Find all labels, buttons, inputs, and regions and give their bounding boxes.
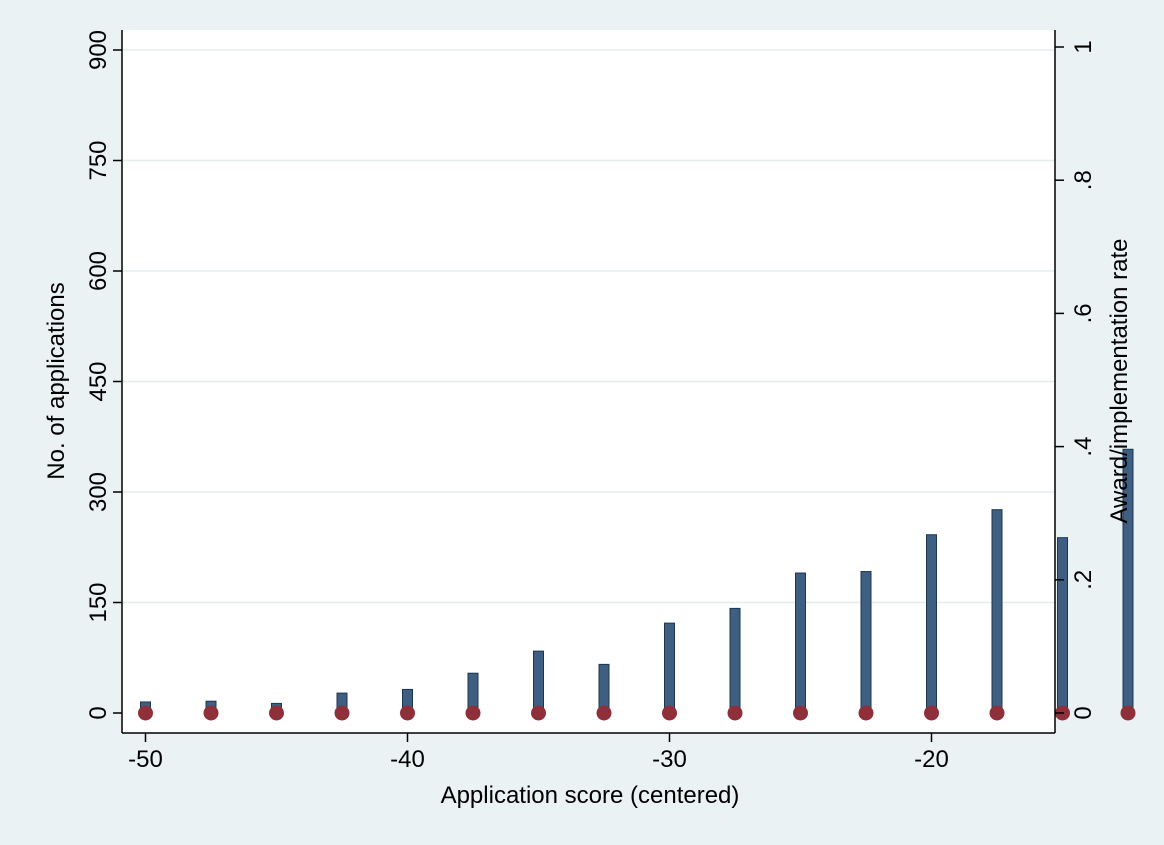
bar bbox=[1057, 537, 1068, 714]
bar bbox=[664, 622, 675, 714]
rate-point bbox=[596, 705, 612, 721]
y-left-tick-label: 600 bbox=[85, 251, 112, 291]
rate-point bbox=[400, 705, 415, 721]
rate-point bbox=[662, 705, 677, 721]
bar bbox=[991, 509, 1003, 714]
rate-point bbox=[531, 705, 546, 721]
bar bbox=[926, 534, 937, 714]
rate-point bbox=[793, 705, 808, 721]
gridlines bbox=[122, 49, 1055, 604]
y-right-tick-label: .6 bbox=[1070, 303, 1097, 323]
rate-point bbox=[924, 705, 939, 721]
x-tick-label: -40 bbox=[390, 746, 425, 773]
y-right-tick-label: .8 bbox=[1070, 170, 1097, 190]
y-left-axis-label: No. of applications bbox=[43, 282, 70, 479]
y-right-tick-label: 1 bbox=[1070, 40, 1097, 53]
bar bbox=[533, 650, 544, 714]
y-left-tick-label: 0 bbox=[85, 706, 112, 719]
bar bbox=[795, 572, 806, 714]
rate-point bbox=[1120, 705, 1136, 721]
x-tick-label: -50 bbox=[128, 746, 163, 773]
y-left-tick-label: 450 bbox=[85, 361, 112, 401]
y-left-tick-label: 300 bbox=[85, 472, 112, 512]
rate-point bbox=[138, 705, 153, 721]
rate-point bbox=[858, 705, 874, 721]
bar bbox=[860, 571, 872, 714]
y-left-tick-label: 900 bbox=[85, 30, 112, 70]
rate-point bbox=[334, 705, 350, 721]
x-tick-label: -30 bbox=[652, 746, 687, 773]
x-axis-label: Application score (centered) bbox=[441, 782, 740, 809]
y-right-axis-ticks: 0 .2 .4 .6 .8 1 bbox=[1055, 40, 1097, 720]
y-right-axis-label: Award/implementation rate bbox=[1106, 238, 1133, 523]
rate-series bbox=[138, 705, 1136, 721]
x-tick-label: -20 bbox=[914, 746, 949, 773]
y-left-tick-label: 750 bbox=[85, 140, 112, 180]
rate-point bbox=[269, 705, 284, 721]
bar bbox=[729, 607, 741, 714]
y-right-tick-label: .4 bbox=[1070, 437, 1097, 457]
y-right-tick-label: .2 bbox=[1070, 570, 1097, 590]
rate-point bbox=[203, 705, 219, 721]
y-left-axis-ticks: 0 150 300 450 600 750 900 bbox=[85, 30, 122, 720]
y-right-tick-label: 0 bbox=[1070, 706, 1097, 719]
rate-point bbox=[465, 705, 481, 721]
rate-point bbox=[727, 705, 743, 721]
y-left-tick-label: 150 bbox=[85, 582, 112, 622]
x-axis-ticks: -50-40-30-20-100102030 bbox=[128, 733, 949, 773]
rate-point bbox=[989, 705, 1005, 721]
